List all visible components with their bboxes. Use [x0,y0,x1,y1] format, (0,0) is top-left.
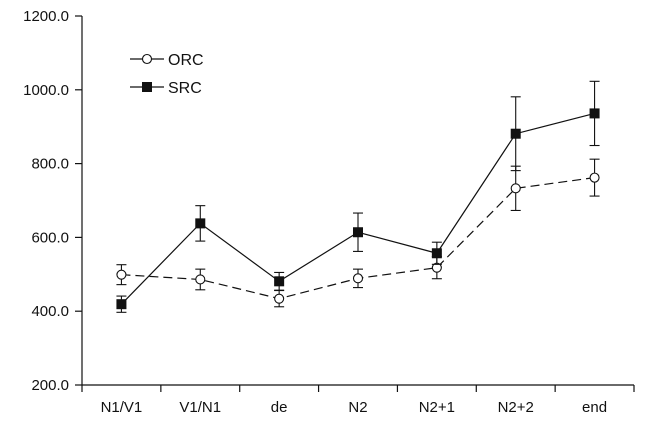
data-point [510,183,521,194]
data-point [195,274,206,285]
x-tick-label: V1/N1 [179,399,221,416]
legend-item-src: SRC [130,80,202,97]
data-point [431,248,442,259]
y-tick-label: 600.0 [31,229,69,246]
legend-item-orc: ORC [130,52,204,69]
y-tick-label: 200.0 [31,377,69,394]
legend-label: SRC [168,80,202,97]
x-tick-label: N2+1 [419,399,455,416]
y-tick-label: 800.0 [31,156,69,173]
series-layer [116,80,600,313]
x-tick-label: N2+2 [498,399,534,416]
x-tick-label: de [271,399,288,416]
series-src [116,80,600,313]
y-ticks: 200.0 400.0 600.0 800.0 1000.0 1200.0 [23,8,82,394]
data-point [116,269,127,280]
y-tick-label: 1000.0 [23,82,69,99]
legend-label: ORC [168,52,204,69]
axes [81,16,634,386]
y-tick-label: 1200.0 [23,8,69,25]
data-point [589,108,600,119]
x-tick-label: N2 [348,399,367,416]
y-tick-label: 400.0 [31,303,69,320]
data-point [353,227,363,238]
data-point [589,172,600,183]
x-ticks: N1/V1 V1/N1 de N2 N2+1 N2+2 end [81,385,635,416]
data-point [116,299,127,310]
legend-marker [141,53,153,65]
data-point [510,128,521,139]
series-orc [116,158,600,308]
data-point [274,276,285,287]
legend: ORC SRC [130,52,204,97]
legend-marker [142,82,152,92]
data-point [195,218,206,229]
data-point [274,293,285,304]
x-tick-label: end [582,399,607,416]
data-point [352,273,364,284]
x-tick-label: N1/V1 [101,399,143,416]
